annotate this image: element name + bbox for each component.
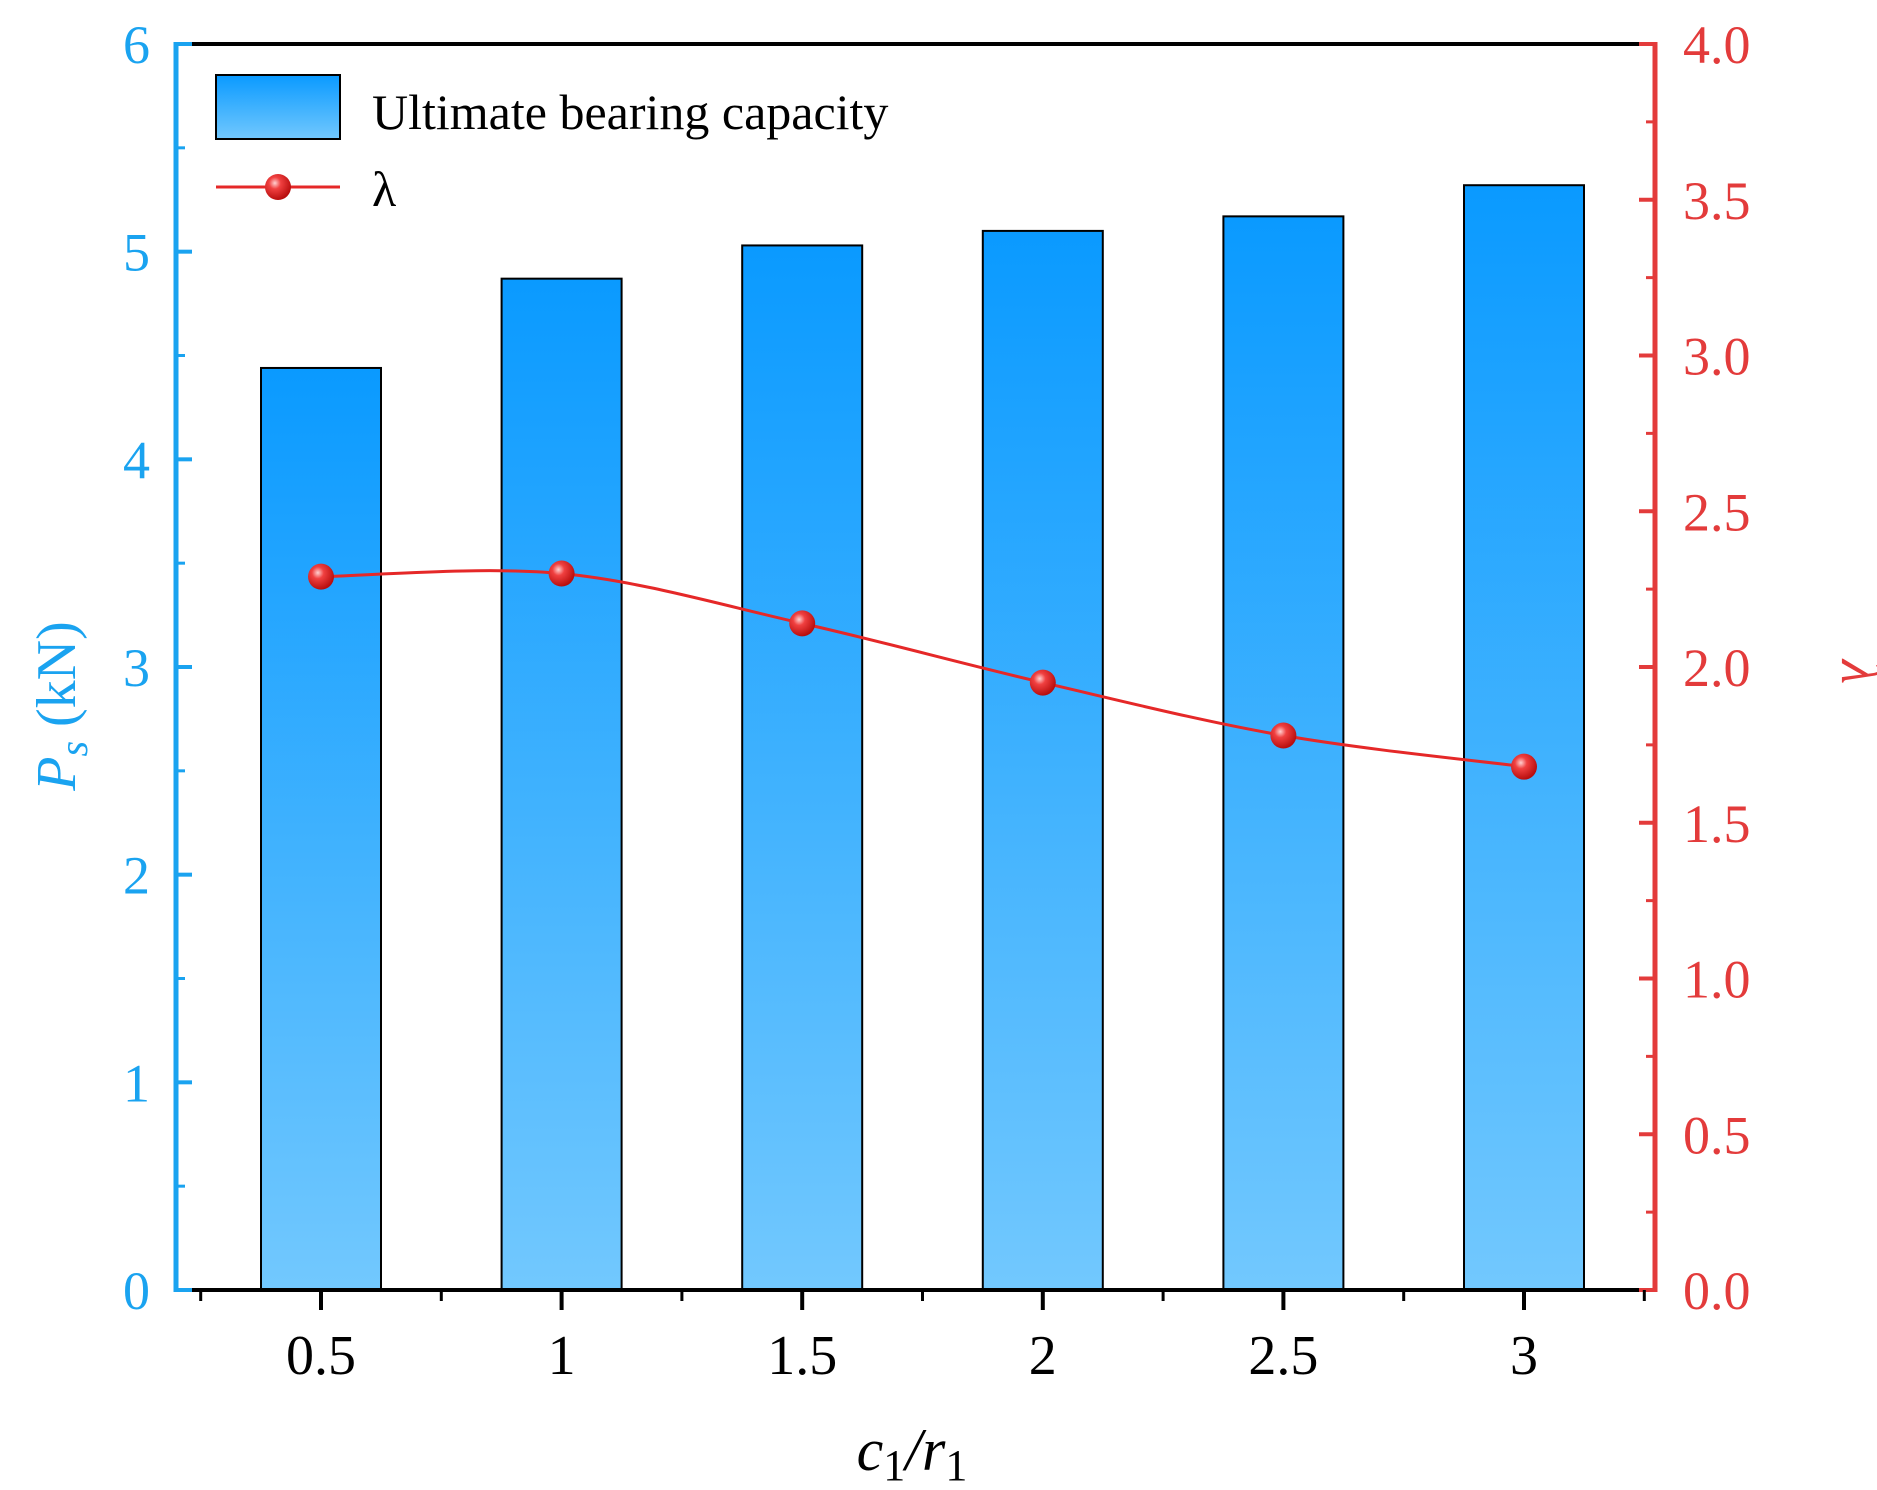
bar-0.5 (260, 366, 382, 1291)
bar-2 (981, 229, 1104, 1291)
y-right-tick-label: 1.5 (1683, 794, 1751, 854)
bar-series (260, 184, 1585, 1292)
x-tick-label: 3 (1510, 1325, 1538, 1387)
y-left-tick-label: 6 (123, 15, 150, 75)
y-left-tick-label: 5 (123, 223, 150, 283)
y-right-tick-label: 2.5 (1683, 482, 1751, 542)
lambda-line (320, 569, 1525, 769)
x-axis-title: c1/r1 (857, 1417, 968, 1490)
bar-1.5 (741, 244, 864, 1292)
lambda-point-3 (1511, 753, 1537, 780)
y-right-tick-label: 3.0 (1683, 327, 1751, 387)
x-tick-label: 2.5 (1248, 1325, 1318, 1387)
x-tick-label: 1 (548, 1325, 576, 1387)
lambda-point-1.5 (789, 610, 816, 637)
y-right-tick-label: 0.0 (1683, 1261, 1751, 1321)
bar-2.5 (1222, 215, 1345, 1292)
y-left-tick-label: 1 (123, 1053, 150, 1113)
y-left-tick-label: 2 (123, 846, 150, 906)
lambda-line-series (308, 560, 1537, 780)
legend-line-marker (265, 174, 291, 200)
y-right-tick-label: 1.0 (1683, 950, 1751, 1010)
y-left-tick-label: 3 (123, 638, 150, 698)
y-axis-left-title: Ps (kN) (26, 621, 96, 792)
bar-1 (500, 277, 623, 1291)
y-right-tick-label: 0.5 (1683, 1105, 1751, 1165)
x-tick-label: 2 (1029, 1325, 1057, 1387)
y-left-tick-label: 4 (123, 430, 150, 490)
x-tick-label: 0.5 (286, 1325, 356, 1387)
legend: Ultimate bearing capacity λ (215, 74, 888, 217)
x-tick-label: 1.5 (767, 1325, 837, 1387)
y-right-tick-label: 3.5 (1683, 171, 1751, 231)
legend-line-label: λ (372, 161, 396, 217)
y-right-tick-label: 2.0 (1683, 638, 1751, 698)
lambda-point-0.5 (308, 563, 334, 590)
legend-bar-swatch (215, 74, 341, 140)
lambda-point-2 (1029, 669, 1056, 696)
y-left-tick-label: 0 (123, 1261, 150, 1321)
y-right-tick-label: 4.0 (1683, 15, 1751, 75)
bar-3 (1463, 184, 1585, 1291)
legend-bar-label: Ultimate bearing capacity (372, 84, 888, 140)
lambda-point-1 (548, 560, 575, 587)
axes: 0 1 2 3 4 5 6 0.0 0.5 1.0 1.5 2.0 2.5 3.0 3.5 4.0 0.5 1 1.… (123, 15, 1751, 1387)
y-axis-right-title: λ (1829, 658, 1877, 684)
lambda-point-2.5 (1270, 722, 1297, 749)
